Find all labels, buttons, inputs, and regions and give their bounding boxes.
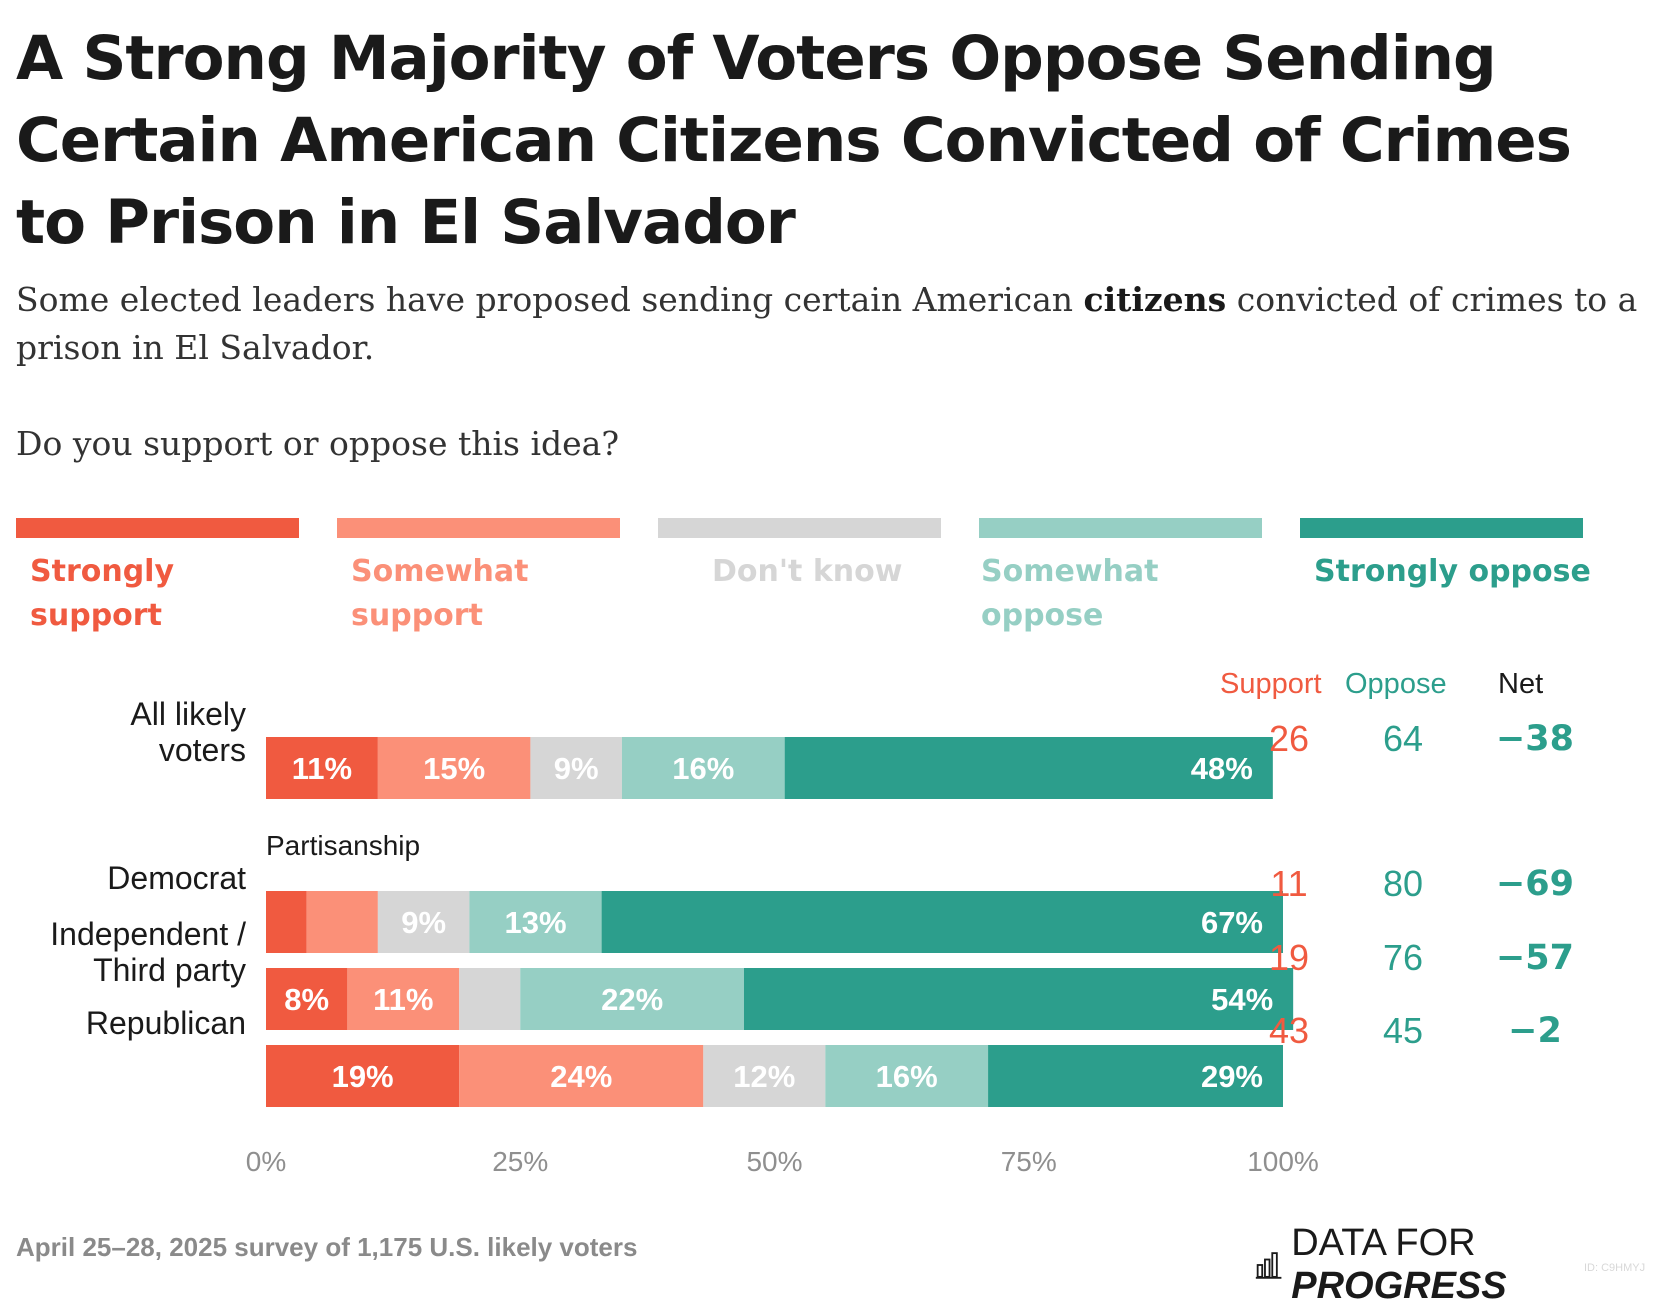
chart-subtitle: Some elected leaders have proposed sendi… [16, 276, 1646, 372]
bar-segment-don-t-know-all-likely-voters [530, 737, 622, 799]
chart-id: ID: C9HMYJ [1584, 1262, 1646, 1274]
data-label-somewhat-support-all-likely-voters: 15% [423, 751, 485, 786]
subtitle-bold-word: citizens [1083, 280, 1227, 319]
bar-segment-strongly-support-democrat [266, 891, 307, 953]
data-label-somewhat-oppose-democrat: 13% [504, 905, 566, 940]
subtitle-text-end: convicted of crimes to a prison in El Sa… [16, 280, 1638, 367]
data-label-somewhat-oppose-independent-third-party: 22% [601, 982, 663, 1017]
bar-segment-somewhat-support-independent-third-party [347, 968, 460, 1030]
data-label-strongly-oppose-democrat: 67% [1201, 905, 1263, 940]
data-label-strongly-support-independent-third-party: 8% [284, 982, 329, 1017]
row-label-republican: Republican [85, 1005, 246, 1041]
bar-segment-somewhat-support-all-likely-voters [377, 737, 531, 799]
data-label-don-t-know-democrat: 9% [401, 905, 446, 940]
x-tick-label: 100% [1247, 1146, 1319, 1177]
net-all-likely-voters: −38 [1495, 719, 1575, 759]
bar-segment-somewhat-support-democrat [306, 891, 378, 953]
survey-footnote: April 25–28, 2025 survey of 1,175 U.S. l… [16, 1232, 638, 1262]
legend-label: Somewhat support [351, 554, 529, 633]
legend-item-dont-know: Don't know [658, 518, 941, 594]
bar-segment-strongly-oppose-democrat [601, 891, 1283, 953]
legend-label: Don't know [712, 554, 903, 589]
bar-chart-logo-icon [1255, 1252, 1282, 1279]
bar-segment-somewhat-support-republican [459, 1045, 704, 1107]
legend-label: Strongly oppose [1314, 554, 1591, 589]
legend-item-somewhat-oppose: Somewhat oppose [979, 518, 1262, 638]
net-republican: −2 [1508, 1011, 1562, 1051]
bar-segment-somewhat-oppose-democrat [469, 891, 602, 953]
x-tick-label: 75% [1001, 1146, 1057, 1177]
data-label-somewhat-oppose-republican: 16% [876, 1059, 938, 1094]
column-header-net: Net [1498, 668, 1544, 700]
legend-item-strongly-support: Strongly support [16, 518, 299, 638]
bar-segment-strongly-oppose-independent-third-party [743, 968, 1294, 1030]
bar-segment-somewhat-oppose-republican [825, 1045, 989, 1107]
column-header-oppose: Oppose [1345, 668, 1447, 700]
oppose-total-independent: 76 [1382, 937, 1424, 978]
support-total-independent: 19 [1268, 937, 1310, 978]
bar-segment-strongly-oppose-all-likely-voters [784, 737, 1273, 799]
legend-swatch [979, 518, 1262, 538]
support-total-all-likely-voters: 26 [1268, 718, 1310, 759]
logo-text-bold: PROGRESS [1291, 1265, 1507, 1307]
row-label-all-likely-voters: All likely voters [130, 696, 246, 768]
data-label-somewhat-oppose-all-likely-voters: 16% [672, 751, 734, 786]
support-total-republican: 43 [1268, 1010, 1310, 1051]
bar-segment-don-t-know-independent-third-party [459, 968, 521, 1030]
oppose-total-all-likely-voters: 64 [1382, 718, 1424, 759]
support-total-democrat: 11 [1270, 863, 1308, 904]
bar-segment-strongly-support-all-likely-voters [266, 737, 378, 799]
group-label-partisanship: Partisanship [266, 830, 421, 861]
bar-segment-don-t-know-democrat [377, 891, 470, 953]
net-independent: −57 [1495, 938, 1575, 978]
bar-segment-don-t-know-republican [703, 1045, 826, 1107]
data-label-somewhat-support-republican: 24% [550, 1059, 612, 1094]
data-label-strongly-oppose-republican: 29% [1201, 1059, 1263, 1094]
chart-title: A Strong Majority of Voters Oppose Sendi… [16, 23, 1572, 258]
row-label-independent-third-party: Independent / Third party [50, 916, 246, 988]
net-democrat: −69 [1495, 864, 1575, 904]
legend-item-somewhat-support: Somewhat support [337, 518, 620, 638]
bar-segment-somewhat-oppose-independent-third-party [520, 968, 744, 1030]
x-tick-label: 25% [492, 1146, 548, 1177]
data-label-somewhat-support-independent-third-party: 11% [373, 982, 433, 1017]
data-label-strongly-support-republican: 19% [332, 1059, 394, 1094]
x-tick-label: 50% [746, 1146, 802, 1177]
bar-segment-strongly-support-republican [266, 1045, 460, 1107]
bar-segment-strongly-oppose-republican [988, 1045, 1283, 1107]
legend-swatch [1300, 518, 1583, 538]
x-tick-label: 0% [246, 1146, 286, 1177]
data-label-don-t-know-all-likely-voters: 9% [554, 751, 599, 786]
data-label-strongly-support-all-likely-voters: 11% [292, 751, 352, 786]
oppose-total-democrat: 80 [1382, 863, 1424, 904]
subtitle-text-start: Some elected leaders have proposed sendi… [16, 280, 1084, 319]
legend-swatch [337, 518, 620, 538]
row-label-democrat: Democrat [107, 860, 246, 896]
bar-segment-somewhat-oppose-all-likely-voters [621, 737, 785, 799]
column-header-support: Support [1220, 668, 1322, 700]
bar-segment-strongly-support-independent-third-party [266, 968, 348, 1030]
legend-swatch [658, 518, 941, 538]
data-label-don-t-know-republican: 12% [733, 1059, 795, 1094]
logo-text-regular: DATA FOR [1291, 1222, 1476, 1264]
legend-item-strongly-oppose: Strongly oppose [1300, 518, 1591, 594]
legend-swatch [16, 518, 299, 538]
legend-label: Strongly support [30, 554, 175, 633]
legend-label: Somewhat oppose [981, 554, 1159, 633]
oppose-total-republican: 45 [1382, 1010, 1424, 1051]
survey-question: Do you support or oppose this idea? [16, 424, 620, 463]
